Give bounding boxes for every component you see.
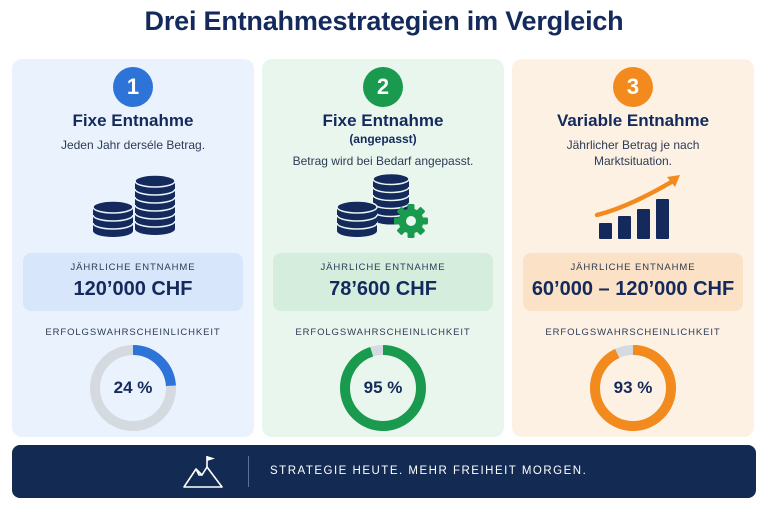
strategy-title: Fixe Entnahme: [72, 111, 194, 130]
footer-banner: STRATEGIE HEUTE. MEHR FREIHEIT MORGEN.: [12, 445, 756, 498]
success-probability-label: ERFOLGSWAHRSCHEINLICHKEIT: [295, 327, 471, 338]
strategy-description: Jährlicher Betrag je nach Marktsituation…: [566, 138, 700, 168]
success-probability-label: ERFOLGSWAHRSCHEINLICHKEIT: [545, 327, 721, 338]
annual-withdrawal-label: JÄHRLICHE ENTNAHME: [320, 262, 446, 273]
success-probability-gauge: [340, 345, 426, 431]
strategy-subtitle: (angepasst): [349, 132, 417, 146]
gauge-progress-arc: [590, 345, 676, 431]
mountain-flag-icon: [183, 456, 223, 488]
gauge-progress-arc: [340, 345, 426, 431]
strategy-number-badge: 2: [363, 67, 403, 107]
strategy-card-fixed-adjusted: 2 Fixe Entnahme (angepasst) Betrag wird …: [262, 59, 504, 437]
coins-gear-icon: [336, 172, 428, 238]
strategy-description: Jeden Jahr derséle Betrag.: [60, 138, 206, 152]
strategy-card-variable: 3 Variable Entnahme Jährlicher Betrag je…: [512, 59, 754, 437]
strategy-card-fixed: 1 Fixe Entnahme Jeden Jahr derséle Betra…: [12, 59, 254, 437]
success-probability-gauge: [590, 345, 676, 431]
success-probability-label: ERFOLGSWAHRSCHEINLICHKEIT: [45, 327, 221, 338]
success-probability-value: 95 %: [363, 378, 403, 397]
strategy-number-badge: 1: [113, 67, 153, 107]
strategy-title: Variable Entnahme: [556, 111, 710, 130]
gauge-progress-arc: [90, 345, 176, 431]
footer-slogan: STRATEGIE HEUTE. MEHR FREIHEIT MORGEN.: [270, 465, 588, 477]
annual-withdrawal-label: JÄHRLICHE ENTNAHME: [70, 262, 196, 273]
growth-chart-icon: [594, 175, 680, 239]
coins-stack-icon: [92, 174, 176, 237]
annual-withdrawal-box: JÄHRLICHE ENTNAHME 78’600 CHF: [273, 253, 493, 311]
annual-withdrawal-value: 60’000 – 120’000 CHF: [531, 278, 735, 300]
strategy-number-badge: 3: [613, 67, 653, 107]
strategy-title: Fixe Entnahme: [322, 111, 444, 130]
footer-divider: [248, 456, 249, 487]
annual-withdrawal-box: JÄHRLICHE ENTNAHME 60’000 – 120’000 CHF: [523, 253, 743, 311]
strategy-description: Betrag wird bei Bedarf angepasst.: [292, 154, 474, 168]
page-title: Drei Entnahmestrategien im Vergleich: [144, 6, 624, 36]
success-probability-gauge: [90, 345, 176, 431]
success-probability-value: 24 %: [113, 378, 153, 397]
success-probability-value: 93 %: [613, 378, 653, 397]
annual-withdrawal-value: 78’600 CHF: [329, 278, 437, 300]
annual-withdrawal-label: JÄHRLICHE ENTNAHME: [570, 262, 696, 273]
annual-withdrawal-value: 120’000 CHF: [73, 278, 193, 300]
annual-withdrawal-box: JÄHRLICHE ENTNAHME 120’000 CHF: [23, 253, 243, 311]
